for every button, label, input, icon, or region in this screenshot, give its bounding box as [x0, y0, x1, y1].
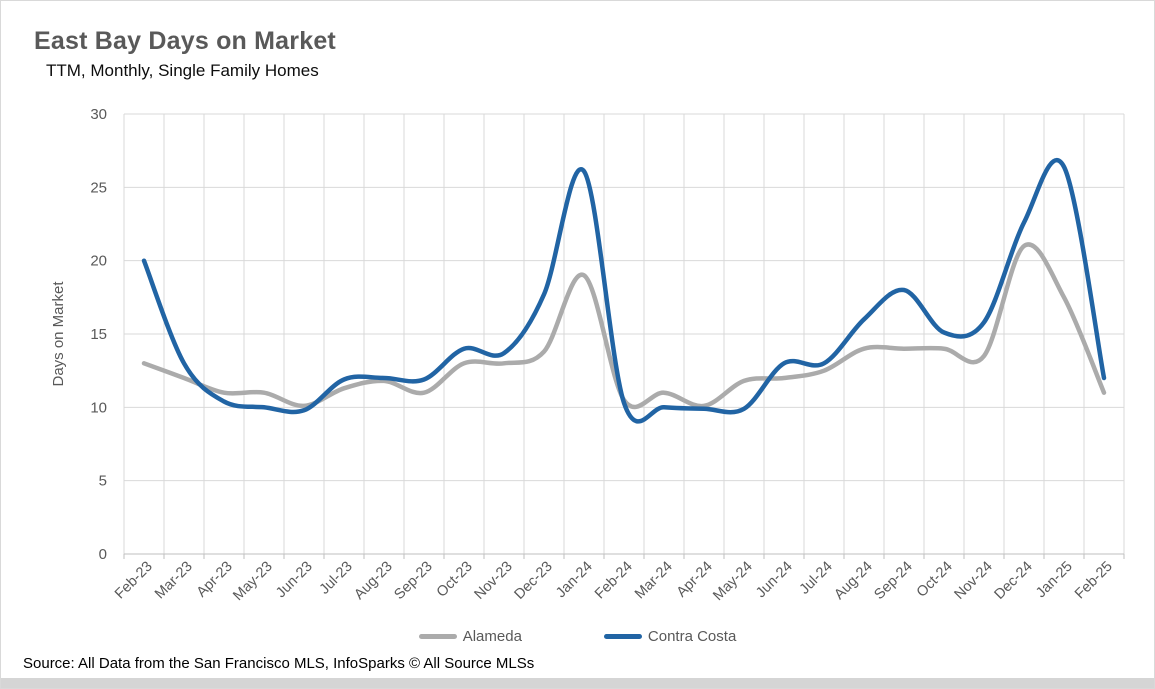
chart-subtitle: TTM, Monthly, Single Family Homes	[46, 61, 319, 80]
x-axis	[123, 553, 1125, 559]
svg-text:Feb-24: Feb-24	[592, 559, 636, 603]
svg-text:Jun-23: Jun-23	[273, 559, 316, 602]
svg-text:May-24: May-24	[710, 559, 756, 605]
svg-text:Dec-23: Dec-23	[511, 559, 555, 603]
svg-text:Feb-25: Feb-25	[1072, 559, 1116, 603]
svg-text:Mar-23: Mar-23	[152, 559, 196, 603]
chart-title: East Bay Days on Market	[34, 27, 336, 55]
svg-text:20: 20	[90, 253, 107, 270]
legend-label-alameda: Alameda	[462, 628, 522, 645]
svg-text:0: 0	[99, 546, 107, 563]
chart-legend: Alameda Contra Costa	[1, 628, 1154, 645]
legend-item-contra-costa: Contra Costa	[603, 628, 737, 645]
svg-text:30: 30	[90, 106, 107, 123]
svg-text:Jan-25: Jan-25	[1033, 559, 1076, 602]
svg-text:Dec-24: Dec-24	[991, 559, 1035, 603]
svg-text:Apr-24: Apr-24	[674, 559, 716, 601]
svg-text:Mar-24: Mar-24	[632, 559, 676, 603]
source-attribution: Source: All Data from the San Francisco …	[23, 655, 535, 672]
svg-text:Apr-23: Apr-23	[194, 559, 236, 601]
alameda-line-swatch-icon	[418, 634, 457, 639]
y-axis-title: Days on Market	[50, 281, 67, 387]
legend-label-contra-costa: Contra Costa	[647, 628, 737, 645]
contra-costa-line-swatch-icon	[603, 634, 642, 639]
svg-text:Aug-24: Aug-24	[831, 559, 875, 603]
svg-text:5: 5	[99, 473, 107, 490]
svg-text:Jan-24: Jan-24	[553, 559, 596, 602]
svg-text:Oct-23: Oct-23	[434, 559, 476, 601]
svg-text:Jul-23: Jul-23	[317, 559, 356, 598]
contra-costa-series-line	[141, 157, 1107, 424]
svg-text:Aug-23: Aug-23	[351, 559, 395, 603]
alameda-series-line	[141, 242, 1107, 410]
svg-text:Sep-23: Sep-23	[391, 559, 435, 603]
svg-text:Jun-24: Jun-24	[753, 559, 796, 602]
svg-text:Jul-24: Jul-24	[797, 559, 836, 598]
svg-text:10: 10	[90, 399, 107, 416]
svg-text:Nov-23: Nov-23	[471, 559, 515, 603]
legend-item-alameda: Alameda	[418, 628, 522, 645]
svg-text:Feb-23: Feb-23	[112, 559, 156, 603]
svg-text:Nov-24: Nov-24	[951, 559, 995, 603]
bottom-divider-strip	[1, 678, 1154, 688]
y-axis-tick-labels: 0 5 10 15 20 25 30	[90, 106, 107, 563]
svg-text:25: 25	[90, 179, 107, 196]
svg-text:Oct-24: Oct-24	[914, 559, 956, 601]
svg-text:May-23: May-23	[230, 559, 276, 605]
svg-text:15: 15	[90, 326, 107, 343]
svg-text:Sep-24: Sep-24	[871, 559, 915, 603]
